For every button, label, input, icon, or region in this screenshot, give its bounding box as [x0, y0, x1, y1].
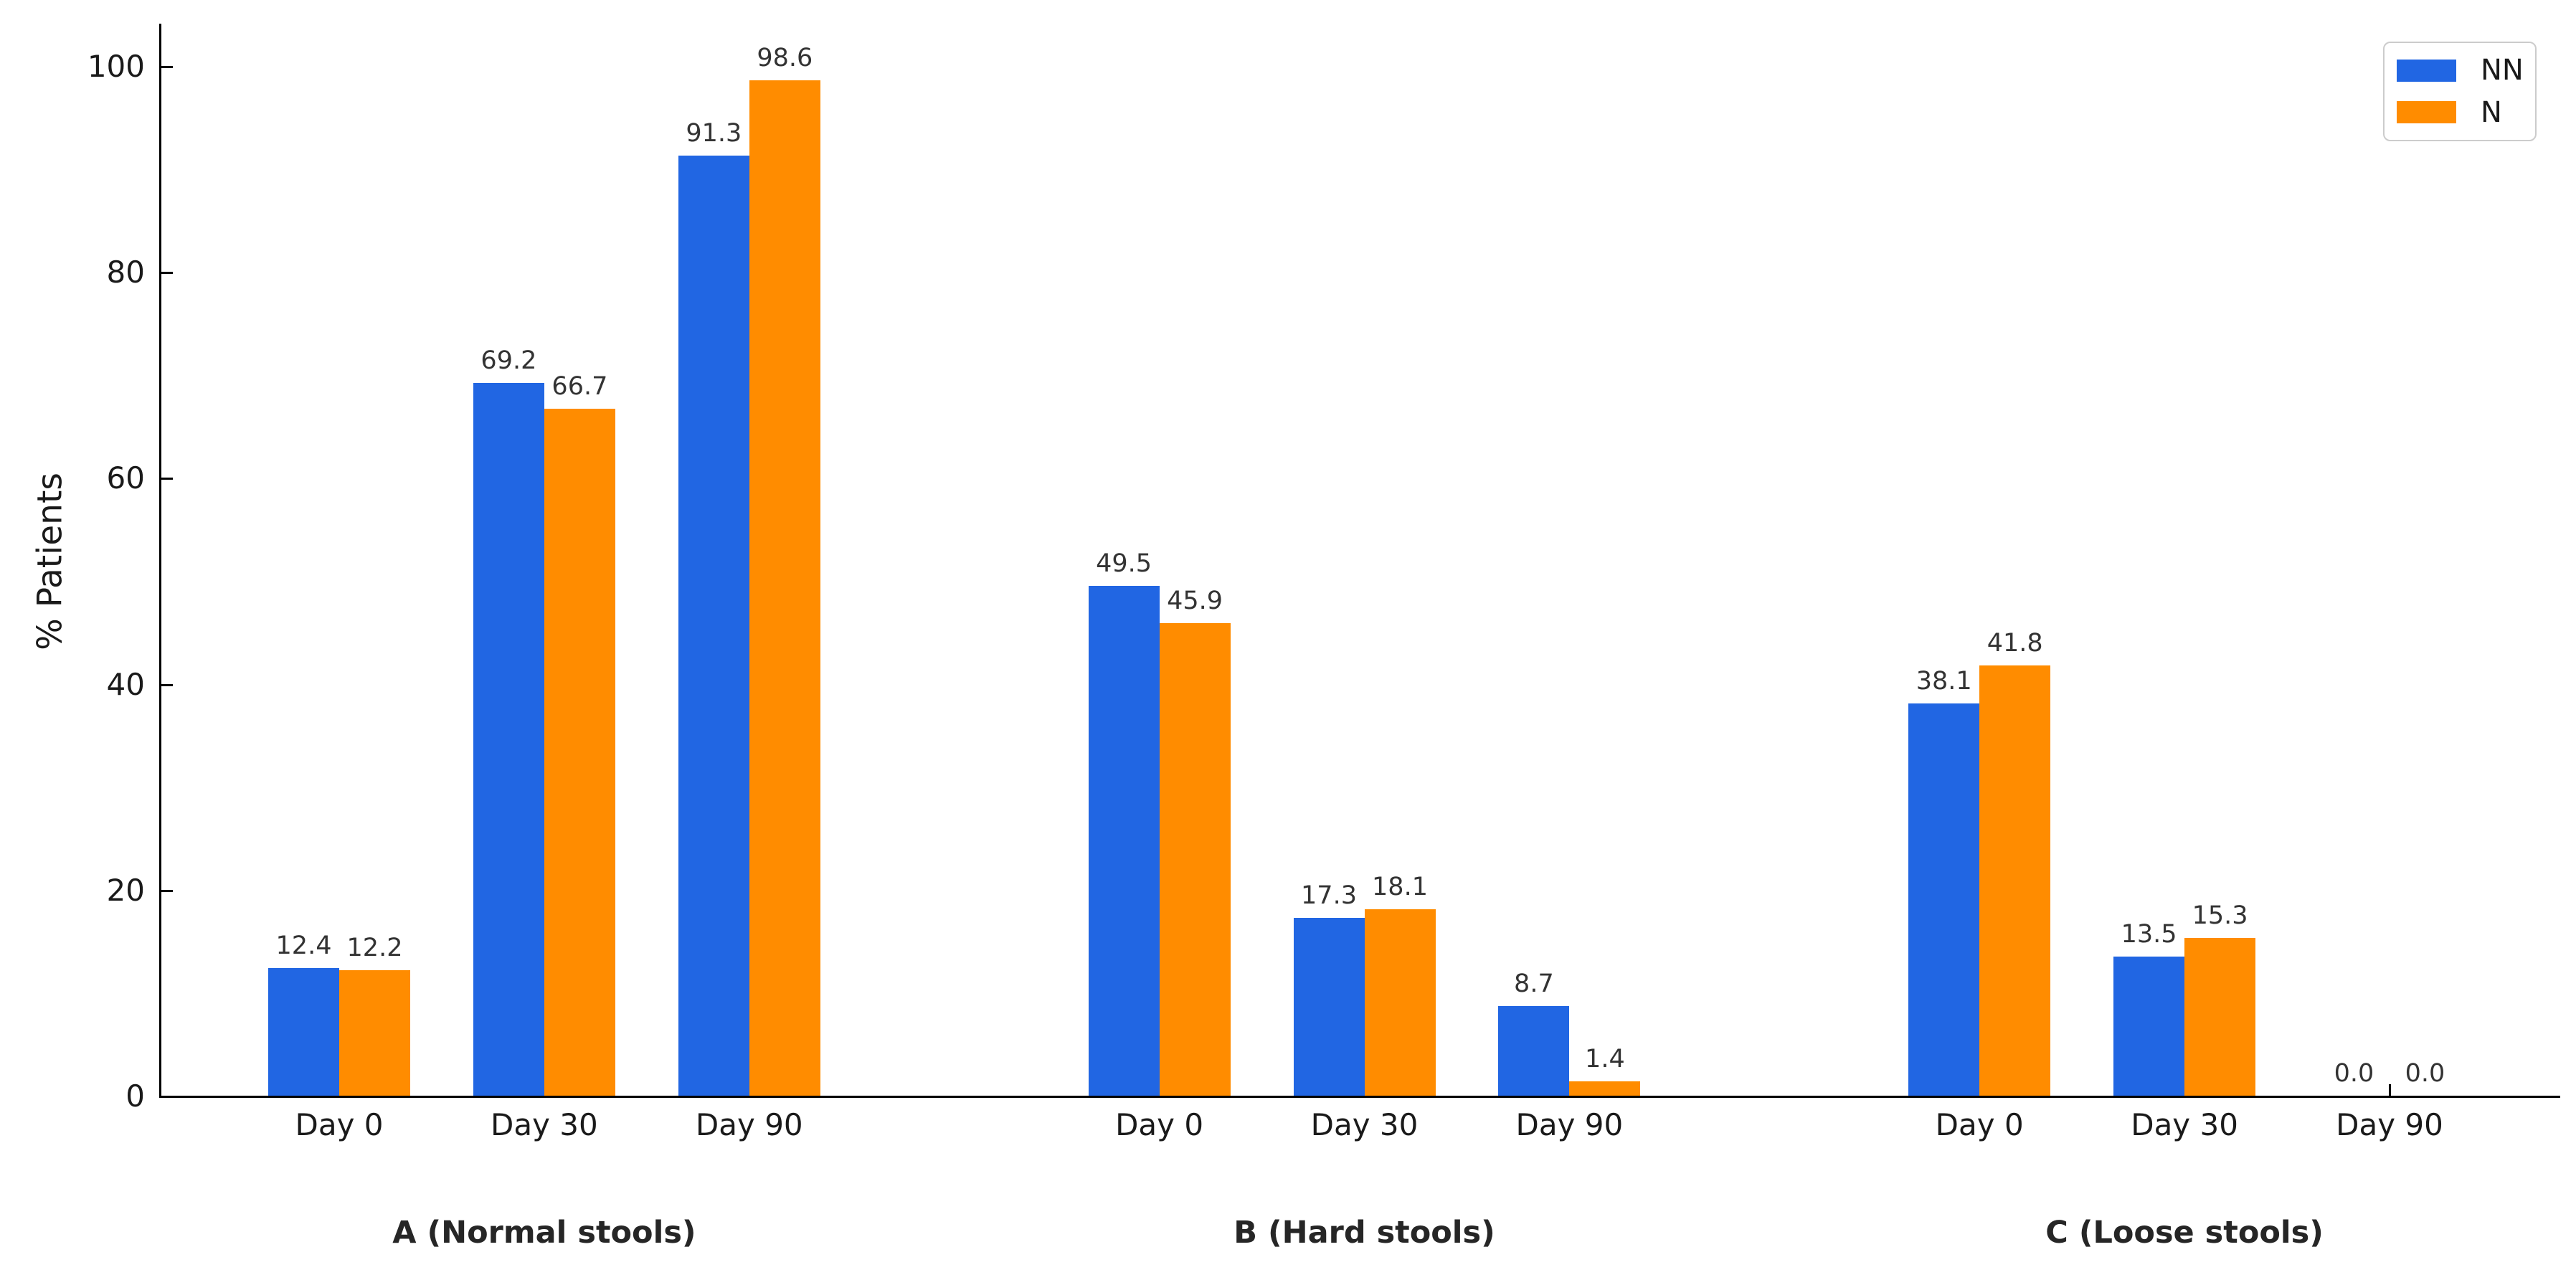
bar-value-label: 1.4 — [1585, 1044, 1625, 1073]
y-tick-mark — [161, 1096, 173, 1098]
bar-nn — [2113, 957, 2185, 1096]
y-tick-mark — [161, 683, 173, 686]
bar-n — [1159, 622, 1231, 1096]
bar-n — [749, 80, 820, 1096]
bar-n — [544, 409, 615, 1096]
bar-nn — [678, 155, 749, 1096]
bar-value-label: 45.9 — [1167, 586, 1223, 615]
bar-nn — [268, 967, 339, 1096]
x-tick-label: Day 90 — [1515, 1107, 1624, 1142]
legend: NN N — [2383, 42, 2537, 141]
legend-swatch-n — [2397, 101, 2456, 124]
x-tick-label: Day 30 — [1310, 1107, 1419, 1142]
bar-value-label: 0.0 — [2334, 1059, 2374, 1088]
bar-value-label: 13.5 — [2121, 920, 2177, 949]
bar-nn — [1293, 917, 1365, 1096]
bar-nn — [1088, 586, 1160, 1096]
y-tick-mark — [161, 889, 173, 892]
legend-swatch-nn — [2397, 59, 2456, 82]
x-tick-label: Day 90 — [2336, 1107, 2443, 1142]
y-tick-label: 100 — [87, 49, 145, 84]
x-tick-label: Day 0 — [1935, 1107, 2024, 1142]
bar-value-label: 91.3 — [686, 118, 742, 148]
bar-value-label: 17.3 — [1301, 881, 1357, 910]
bar-value-label: 98.6 — [757, 44, 813, 73]
bar-value-label: 38.1 — [1916, 666, 1972, 696]
x-axis-line — [159, 1096, 2560, 1098]
legend-item-nn: NN — [2397, 56, 2535, 85]
bar-value-label: 8.7 — [1514, 969, 1554, 999]
bar-nn — [1908, 703, 1980, 1096]
group-title: C (Loose stools) — [2045, 1215, 2324, 1251]
x-tick-label: Day 0 — [295, 1107, 384, 1142]
y-tick-label: 60 — [106, 460, 145, 496]
group-title: A (Normal stools) — [392, 1215, 696, 1251]
bar-n — [1569, 1081, 1641, 1096]
x-tick-mark — [2389, 1084, 2391, 1096]
bar-value-label: 66.7 — [551, 372, 608, 402]
bar-nn — [473, 383, 544, 1096]
bar-value-label: 69.2 — [480, 346, 537, 376]
bar-value-label: 0.0 — [2405, 1059, 2445, 1088]
bar-n — [1979, 665, 2051, 1096]
y-tick-label: 80 — [106, 255, 145, 290]
bar-n — [2184, 938, 2256, 1096]
y-tick-label: 40 — [106, 666, 145, 702]
bar-value-label: 12.4 — [275, 931, 332, 960]
bar-value-label: 41.8 — [1987, 628, 2043, 658]
legend-label-nn: NN — [2481, 54, 2524, 87]
bar-value-label: 15.3 — [2192, 901, 2248, 931]
y-tick-mark — [161, 272, 173, 275]
bar-value-label: 12.2 — [346, 933, 403, 962]
x-tick-label: Day 30 — [491, 1107, 598, 1142]
bar-value-label: 18.1 — [1372, 873, 1428, 902]
legend-label-n: N — [2481, 95, 2502, 129]
bar-n — [1364, 909, 1436, 1096]
legend-item-n: N — [2397, 98, 2535, 127]
y-tick-mark — [161, 66, 173, 68]
x-tick-label: Day 0 — [1115, 1107, 1204, 1142]
y-tick-label: 0 — [126, 1078, 145, 1114]
x-tick-label: Day 30 — [2131, 1107, 2238, 1142]
x-tick-label: Day 90 — [695, 1107, 803, 1142]
y-axis-line — [159, 24, 161, 1098]
y-tick-mark — [161, 478, 173, 480]
bar-value-label: 49.5 — [1096, 549, 1152, 579]
y-tick-label: 20 — [106, 872, 145, 908]
bar-nn — [1498, 1006, 1570, 1096]
bar-n — [339, 969, 410, 1096]
group-title: B (Hard stools) — [1233, 1215, 1495, 1251]
